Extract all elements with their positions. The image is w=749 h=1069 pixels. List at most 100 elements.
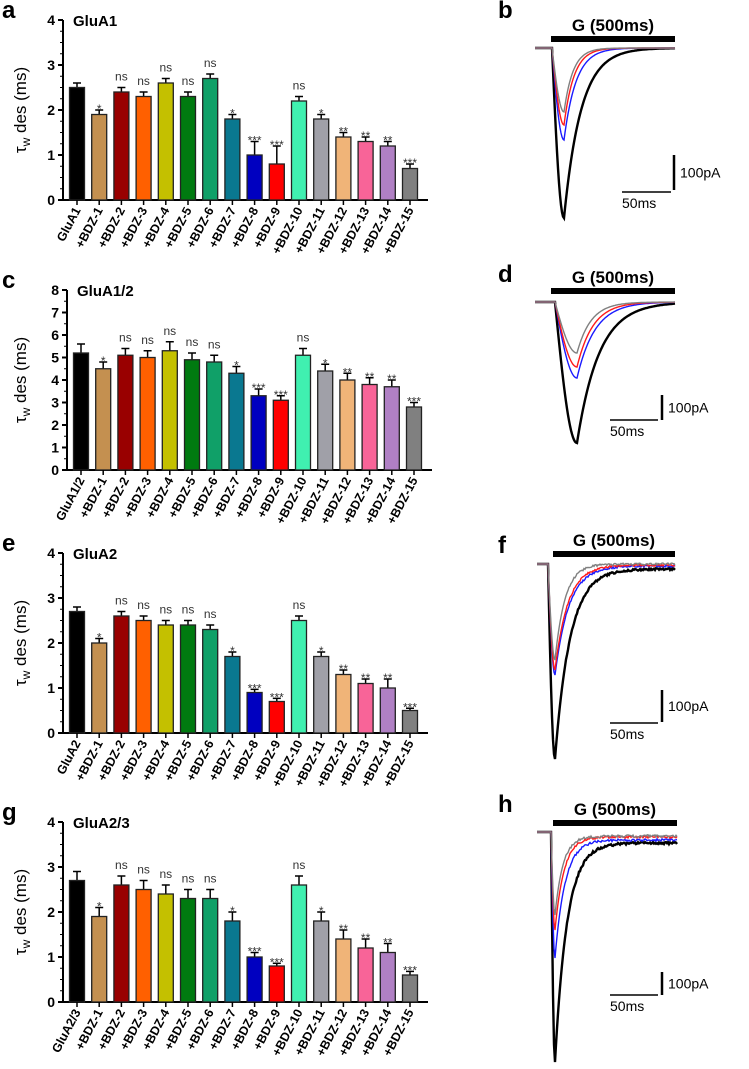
significance-label: ** [361,671,371,685]
y-tick-label: 4 [47,12,55,28]
bar-BDZ-6 [207,362,222,470]
current-trace-gray [535,48,675,112]
panel-letter: a [2,0,16,24]
bar-GluA1/2 [74,353,89,470]
bar-BDZ-6 [203,79,218,201]
significance-label: * [319,107,324,121]
significance-label: * [97,102,102,116]
significance-label: * [97,900,102,914]
y-axis-label: τw des (ms) [11,67,33,153]
bar-BDZ-12 [340,380,355,470]
trace-panel-d: d G (500ms) 100pA 50ms [498,261,709,443]
significance-label: ns [293,79,306,93]
significance-label: ** [361,129,371,143]
panel-letter: d [498,261,513,288]
bar-BDZ-14 [380,953,395,1003]
bar-BDZ-8 [247,693,262,734]
current-trace-control [537,564,675,759]
stimulus-bar [553,820,677,826]
significance-label: ns [115,594,128,608]
significance-label: *** [407,395,421,409]
bar-BDZ-13 [362,385,377,471]
bar-BDZ-9 [269,702,284,734]
significance-label: * [97,631,102,645]
chart-title: GluA2 [73,546,117,563]
y-tick-label: 2 [47,635,55,651]
bar-GluA2 [70,612,85,734]
bar-BDZ-13 [358,142,373,201]
bar-BDZ-10 [296,355,311,470]
y-axis-label: τw des (ms) [11,869,33,955]
significance-label: ns [204,872,217,886]
scale-label-current: 100pA [668,976,709,992]
bar-chart-a: a GluA1τw des (ms)01234GluA1*+BDZ-1ns+BDZ… [2,0,428,256]
bar-BDZ-14 [380,688,395,733]
bar-BDZ-1 [96,369,111,470]
y-tick-label: 0 [47,192,55,208]
significance-label: * [319,904,324,918]
chart-title: GluA2/3 [73,815,130,832]
bar-BDZ-7 [225,921,240,1002]
bar-BDZ-8 [247,957,262,1002]
significance-label: ns [208,337,221,351]
bar-BDZ-9 [269,966,284,1002]
y-tick-label: 6 [51,327,59,343]
bar-BDZ-1 [92,115,107,201]
y-tick-label: 4 [47,545,55,561]
y-tick-label: 2 [47,102,55,118]
scale-label-time: 50ms [610,726,644,742]
significance-label: ns [293,598,306,612]
y-tick-label: 0 [47,994,55,1010]
current-trace-red [537,564,675,670]
significance-label: ** [361,931,371,945]
significance-label: ns [297,331,310,345]
panel-letter: h [498,791,513,818]
y-tick-label: 1 [47,680,55,696]
bar-BDZ-5 [181,625,196,733]
significance-label: ** [383,671,393,685]
panel-letter: g [2,799,17,826]
y-tick-label: 3 [47,57,55,73]
significance-label: *** [403,700,417,714]
significance-label: *** [270,690,284,704]
bar-GluA2/3 [70,881,85,1003]
bar-BDZ-4 [158,625,173,733]
y-tick-label: 4 [51,372,59,388]
significance-label: ns [182,872,195,886]
significance-label: ns [137,74,150,88]
bar-BDZ-11 [314,119,329,200]
bar-BDZ-4 [162,351,177,470]
y-axis-label: τw des (ms) [11,337,33,423]
significance-label: ns [182,603,195,617]
scale-label-time: 50ms [610,423,644,439]
significance-label: * [234,359,239,373]
significance-label: ns [159,61,172,75]
significance-label: ** [383,936,393,950]
significance-label: * [230,904,235,918]
significance-label: ns [163,324,176,338]
significance-label: ** [339,662,349,676]
bar-BDZ-10 [292,621,307,734]
significance-label: *** [403,963,417,977]
significance-label: ** [387,372,397,386]
significance-label: *** [252,381,266,395]
significance-label: * [230,107,235,121]
chart-title: GluA1/2 [77,283,134,300]
stimulus-bar [553,551,675,557]
bar-BDZ-5 [181,899,196,1003]
scale-label-current: 100pA [680,165,721,181]
bar-BDZ-3 [136,621,151,734]
y-tick-label: 3 [51,395,59,411]
bar-BDZ-15 [403,975,418,1002]
bar-BDZ-5 [185,360,200,470]
significance-label: ** [365,370,375,384]
significance-label: ns [115,70,128,84]
bar-BDZ-12 [336,137,351,200]
scale-label-current: 100pA [668,400,709,416]
bar-BDZ-4 [158,83,173,200]
y-tick-label: 3 [47,590,55,606]
y-tick-label: 2 [51,417,59,433]
y-tick-label: 0 [51,462,59,478]
trace-panel-h: h G (500ms) 100pA 50ms [498,791,709,1062]
bar-BDZ-9 [273,400,288,470]
